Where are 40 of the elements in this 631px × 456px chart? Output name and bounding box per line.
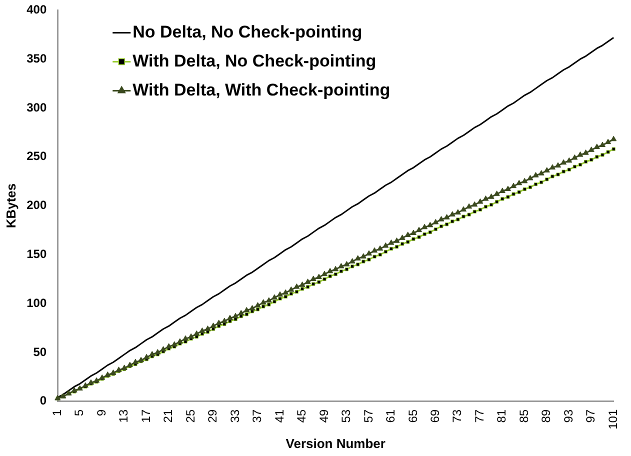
x-tick-label: 33 (228, 409, 242, 423)
x-tick-label: 61 (384, 409, 398, 423)
x-tick-label: 5 (72, 409, 86, 416)
x-tick-label: 73 (450, 409, 464, 423)
x-tick-label: 1 (50, 409, 64, 416)
y-tick-label: 150 (26, 247, 47, 261)
y-tick-label: 300 (26, 100, 47, 114)
x-tick-label: 49 (316, 409, 331, 423)
x-tick-label: 69 (428, 409, 442, 423)
y-tick-label: 200 (26, 198, 47, 212)
x-tick-label: 101 (606, 409, 620, 430)
y-axis-title: KBytes (3, 183, 18, 228)
x-tick-label: 77 (472, 409, 486, 423)
x-tick-label: 9 (94, 409, 108, 416)
y-tick-label: 0 (40, 394, 47, 408)
x-tick-label: 65 (406, 409, 420, 423)
legend-label: No Delta, No Check-pointing (132, 22, 362, 42)
x-tick-label: 93 (561, 409, 576, 423)
y-tick-label: 400 (26, 2, 47, 17)
y-tick-label: 250 (26, 149, 47, 164)
x-tick-label: 45 (294, 409, 309, 423)
y-tick-label: 350 (26, 51, 47, 66)
x-tick-label: 85 (516, 409, 531, 423)
x-tick-label: 97 (584, 409, 598, 423)
x-tick-label: 89 (539, 409, 554, 423)
x-tick-label: 29 (206, 409, 220, 423)
x-tick-label: 25 (183, 409, 198, 423)
x-tick-label: 81 (494, 409, 509, 423)
x-tick-label: 53 (339, 409, 354, 423)
x-tick-label: 13 (116, 409, 131, 423)
x-tick-label: 57 (361, 409, 376, 423)
y-tick-label: 50 (33, 344, 47, 359)
legend-label: With Delta, With Check-pointing (132, 80, 390, 100)
x-tick-label: 41 (272, 409, 286, 423)
x-tick-label: 21 (161, 409, 176, 423)
x-axis-title: Version Number (286, 436, 386, 451)
legend-label: With Delta, No Check-pointing (132, 51, 376, 70)
x-tick-label: 17 (138, 409, 153, 423)
x-tick-label: 37 (250, 409, 264, 423)
y-tick-label: 100 (26, 296, 47, 310)
